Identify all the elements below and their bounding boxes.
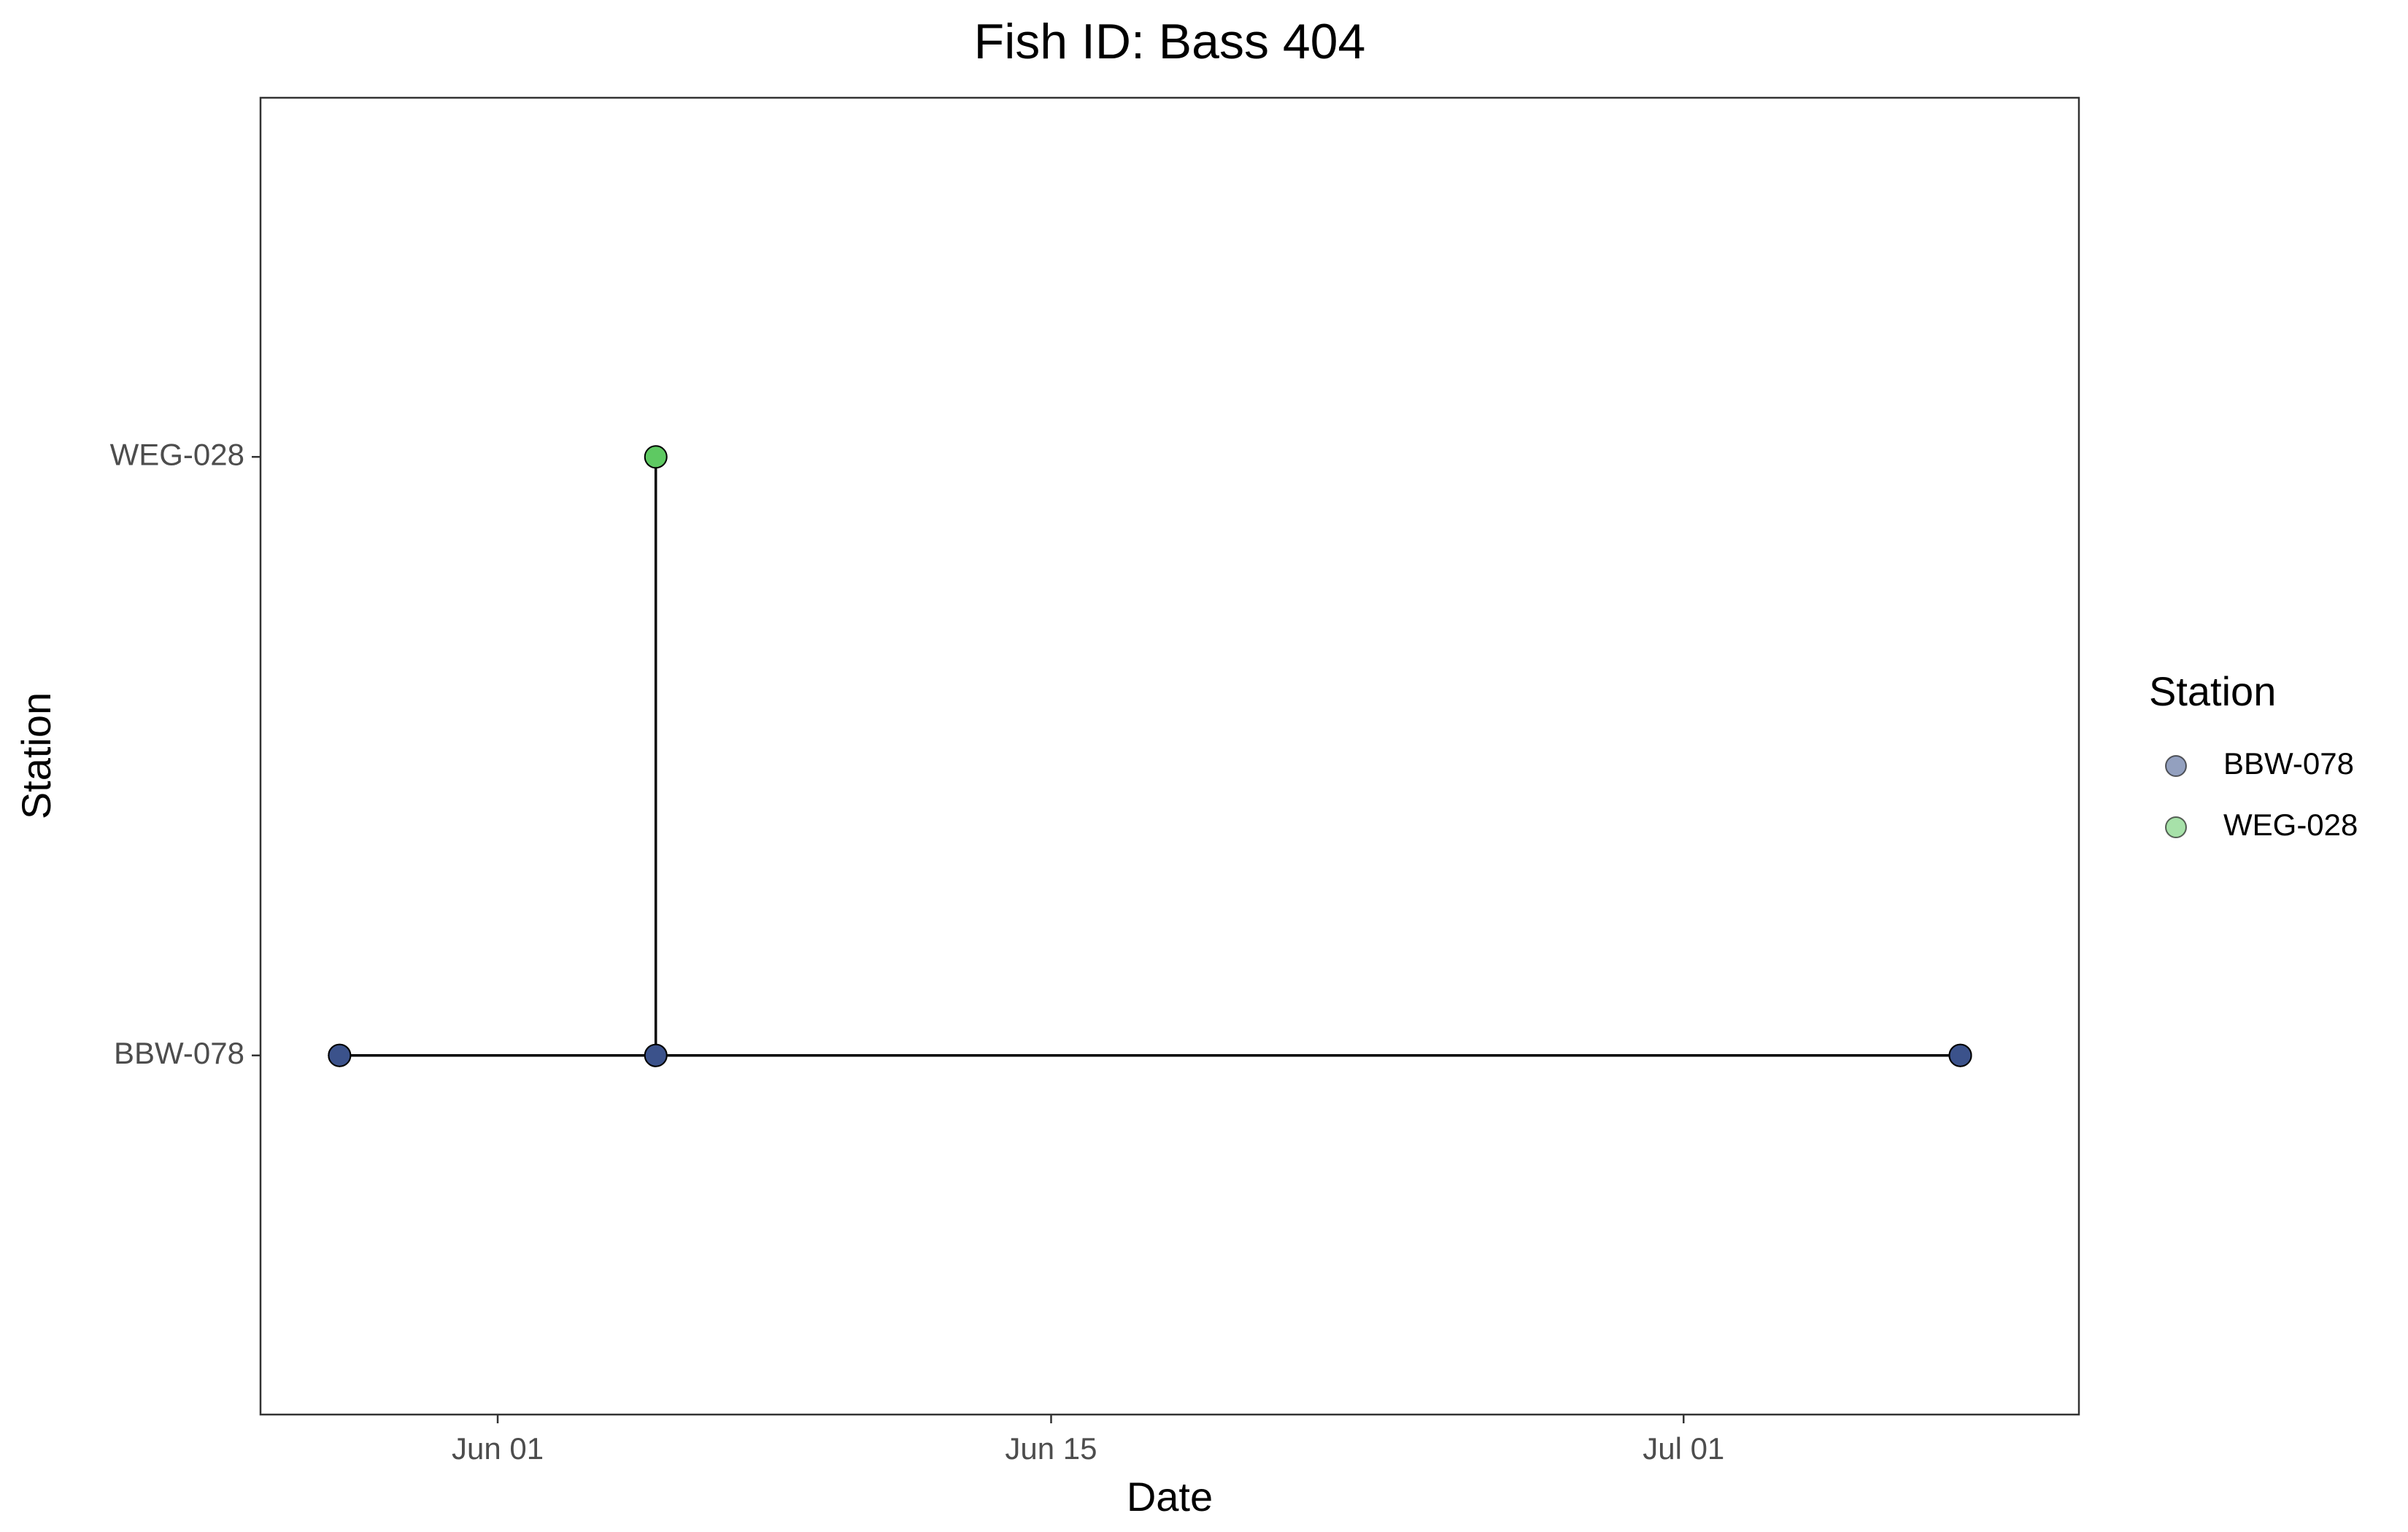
legend-key [2165, 755, 2187, 777]
legend-label: WEG-028 [2223, 808, 2358, 842]
legend-key [2165, 816, 2187, 838]
x-tick-label: Jun 01 [452, 1431, 544, 1466]
legend-label: BBW-078 [2223, 746, 2354, 781]
y-axis-label: Station [13, 692, 59, 819]
legend-title: Station [2149, 668, 2276, 714]
detection-point [1948, 1043, 1972, 1067]
plot-panel [259, 96, 2080, 1416]
y-tick-label: BBW-078 [114, 1036, 244, 1070]
track-line [339, 457, 1961, 1057]
x-tick-label: Jun 15 [1005, 1431, 1097, 1466]
detection-point [328, 1043, 352, 1067]
chart-title: Fish ID: Bass 404 [974, 14, 1366, 69]
x-tick-label: Jul 01 [1643, 1431, 1724, 1466]
detection-point [644, 1043, 668, 1067]
x-axis-label: Date [1127, 1474, 1213, 1520]
detection-point [644, 445, 668, 469]
y-tick-label: WEG-028 [110, 437, 244, 471]
